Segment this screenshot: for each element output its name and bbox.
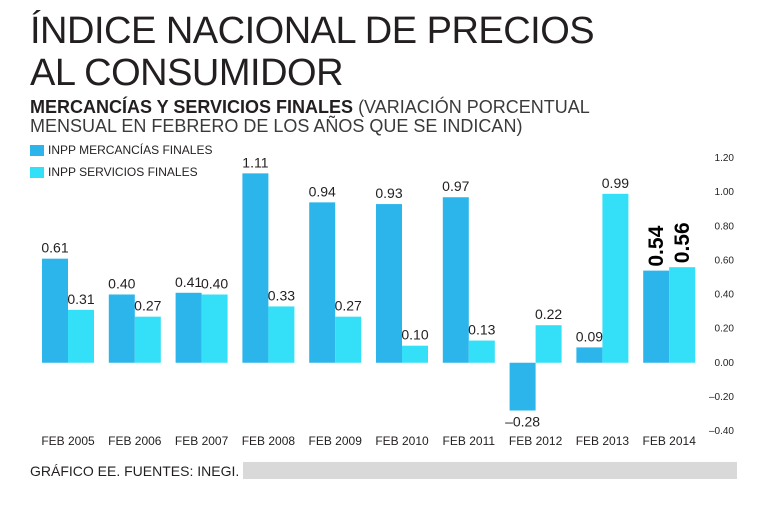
y-tick-label: 1.20 bbox=[715, 153, 735, 164]
legend-item-mercancias: INPP MERCANCÍAS FINALES bbox=[30, 142, 212, 158]
y-tick-label: 0.20 bbox=[715, 324, 735, 335]
y-tick-label: 0.60 bbox=[715, 255, 735, 266]
bar-servicios bbox=[335, 316, 362, 363]
y-tick-label: 0.80 bbox=[715, 221, 735, 232]
title-line-2: AL CONSUMIDOR bbox=[30, 52, 344, 94]
data-label-highlight: 0.54 bbox=[645, 225, 668, 266]
chart-footer: GRÁFICO EE. FUENTES: INEGI. bbox=[30, 462, 738, 479]
bar-servicios bbox=[268, 306, 295, 363]
x-tick-label: FEB 2012 bbox=[509, 434, 563, 448]
x-tick-label: FEB 2009 bbox=[309, 434, 363, 448]
x-tick-label: FEB 2013 bbox=[576, 434, 630, 448]
y-tick-label: 1.00 bbox=[715, 187, 735, 198]
y-tick-label: –0.20 bbox=[709, 392, 734, 403]
data-label: 0.40 bbox=[201, 276, 228, 292]
bar-servicios bbox=[68, 309, 94, 363]
bar-mercancias bbox=[309, 202, 336, 363]
legend-item-servicios: INPP SERVICIOS FINALES bbox=[30, 164, 212, 180]
data-label: 0.13 bbox=[468, 322, 495, 338]
data-label: 0.41 bbox=[175, 274, 202, 290]
source-note: GRÁFICO EE. FUENTES: INEGI. bbox=[30, 462, 240, 479]
data-label: 0.94 bbox=[309, 183, 336, 199]
bar-mercancias bbox=[376, 204, 402, 363]
data-label: –0.28 bbox=[505, 414, 540, 430]
x-tick-label: FEB 2008 bbox=[242, 434, 296, 448]
data-label: 0.99 bbox=[602, 175, 629, 191]
bar-mercancias bbox=[108, 294, 135, 363]
data-label-highlight: 0.56 bbox=[671, 222, 694, 263]
y-tick-label: 0.00 bbox=[715, 358, 735, 369]
footer-rule bbox=[243, 462, 738, 479]
chart-title: ÍNDICE NACIONAL DE PRECIOS AL CONSUMIDOR bbox=[30, 10, 595, 94]
bar-servicios bbox=[602, 193, 629, 363]
subtitle-bold: MERCANCÍAS Y SERVICIOS FINALES bbox=[30, 97, 354, 117]
x-tick-label: FEB 2005 bbox=[41, 434, 95, 448]
legend-swatch-servicios bbox=[30, 166, 44, 178]
bar-mercancias bbox=[643, 270, 670, 363]
data-label: 0.27 bbox=[134, 298, 161, 314]
data-label: 0.09 bbox=[576, 328, 603, 344]
y-tick-label: –0.40 bbox=[709, 426, 734, 437]
data-label: 1.11 bbox=[242, 154, 268, 170]
legend-swatch-mercancias bbox=[30, 144, 44, 156]
bar-servicios bbox=[134, 316, 161, 363]
chart-subtitle: MERCANCÍAS Y SERVICIOS FINALES (VARIACIÓ… bbox=[30, 98, 630, 136]
bar-mercancias bbox=[442, 197, 469, 363]
bar-mercancias bbox=[242, 173, 269, 363]
bar-mercancias bbox=[509, 362, 536, 411]
data-label: 0.93 bbox=[375, 185, 402, 201]
x-tick-label: FEB 2010 bbox=[375, 434, 429, 448]
data-label: 0.97 bbox=[442, 178, 469, 194]
legend-label-servicios: INPP SERVICIOS FINALES bbox=[48, 165, 198, 179]
x-tick-label: FEB 2014 bbox=[643, 434, 697, 448]
bar-mercancias bbox=[42, 258, 68, 363]
x-tick-label: FEB 2007 bbox=[175, 434, 229, 448]
bar-servicios bbox=[669, 267, 696, 363]
title-line-1: ÍNDICE NACIONAL DE PRECIOS bbox=[30, 10, 595, 52]
legend-label-mercancias: INPP MERCANCÍAS FINALES bbox=[48, 143, 213, 157]
legend: INPP MERCANCÍAS FINALES INPP SERVICIOS F… bbox=[30, 142, 212, 186]
data-label: 0.31 bbox=[67, 291, 94, 307]
data-label: 0.27 bbox=[335, 298, 362, 314]
data-label: 0.10 bbox=[401, 327, 428, 343]
bar-servicios bbox=[468, 340, 495, 363]
y-tick-label: 0.40 bbox=[715, 290, 735, 301]
data-label: 0.22 bbox=[535, 306, 562, 322]
x-tick-label: FEB 2011 bbox=[443, 434, 496, 448]
bar-servicios bbox=[402, 345, 428, 363]
bar-mercancias bbox=[576, 347, 603, 363]
data-label: 0.33 bbox=[268, 287, 295, 303]
bar-mercancias bbox=[175, 292, 202, 363]
x-tick-label: FEB 2006 bbox=[108, 434, 162, 448]
bar-servicios bbox=[535, 325, 562, 363]
bar-servicios bbox=[201, 294, 228, 363]
data-label: 0.40 bbox=[108, 276, 135, 292]
data-label: 0.61 bbox=[41, 240, 68, 256]
subtitle-rest: (VARIACIÓN PORCENTUAL MENSUAL EN FEBRERO… bbox=[30, 97, 590, 136]
